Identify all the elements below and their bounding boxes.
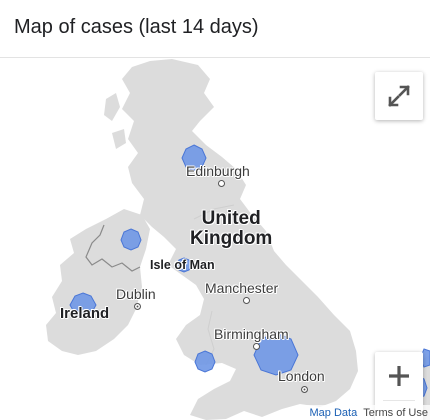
header: Map of cases (last 14 days) bbox=[0, 0, 430, 58]
manchester-dot bbox=[243, 297, 250, 304]
edinburgh-dot bbox=[218, 180, 225, 187]
map-view[interactable]: Edinburgh Dublin Manchester Birmingham L… bbox=[0, 59, 430, 420]
fullscreen-icon bbox=[388, 85, 410, 107]
london-dot bbox=[301, 386, 308, 393]
case-marker-isle-of-man bbox=[176, 257, 192, 273]
hebrides-land bbox=[104, 93, 120, 121]
zoom-in-button[interactable] bbox=[375, 352, 423, 400]
dublin-dot bbox=[134, 303, 141, 310]
country-label-uk-line1: United bbox=[201, 208, 261, 229]
map-canvas[interactable] bbox=[0, 59, 430, 420]
skye-land bbox=[112, 129, 126, 149]
case-marker-northern-ireland bbox=[120, 228, 142, 251]
plus-icon bbox=[389, 366, 409, 386]
country-label-isle-of-man: Isle of Man bbox=[150, 258, 215, 272]
ni-border bbox=[85, 224, 141, 272]
city-label-edinburgh: Edinburgh bbox=[186, 163, 250, 179]
country-label-uk-line2: Kingdom bbox=[190, 227, 273, 249]
country-label-ireland: Ireland bbox=[60, 305, 110, 322]
case-marker-ireland-west bbox=[69, 292, 97, 318]
scotland-border bbox=[193, 204, 235, 220]
zoom-divider bbox=[383, 400, 415, 401]
page-title: Map of cases (last 14 days) bbox=[14, 16, 259, 38]
map-attribution: Map Data Terms of Use bbox=[299, 405, 430, 420]
case-marker-scotland bbox=[181, 144, 207, 172]
map-data-link[interactable]: Map Data bbox=[309, 406, 358, 419]
birmingham-dot bbox=[253, 343, 260, 350]
country-label-uk: United Kingdom bbox=[190, 209, 272, 249]
city-label-manchester: Manchester bbox=[205, 280, 279, 296]
case-marker-wales bbox=[194, 350, 216, 373]
great-britain-land bbox=[122, 59, 358, 420]
terms-of-use-link[interactable]: Terms of Use bbox=[363, 406, 428, 419]
fullscreen-button[interactable] bbox=[375, 72, 423, 120]
city-label-birmingham: Birmingham bbox=[214, 326, 289, 342]
city-label-dublin: Dublin bbox=[116, 286, 156, 302]
city-label-london: London bbox=[278, 368, 325, 384]
